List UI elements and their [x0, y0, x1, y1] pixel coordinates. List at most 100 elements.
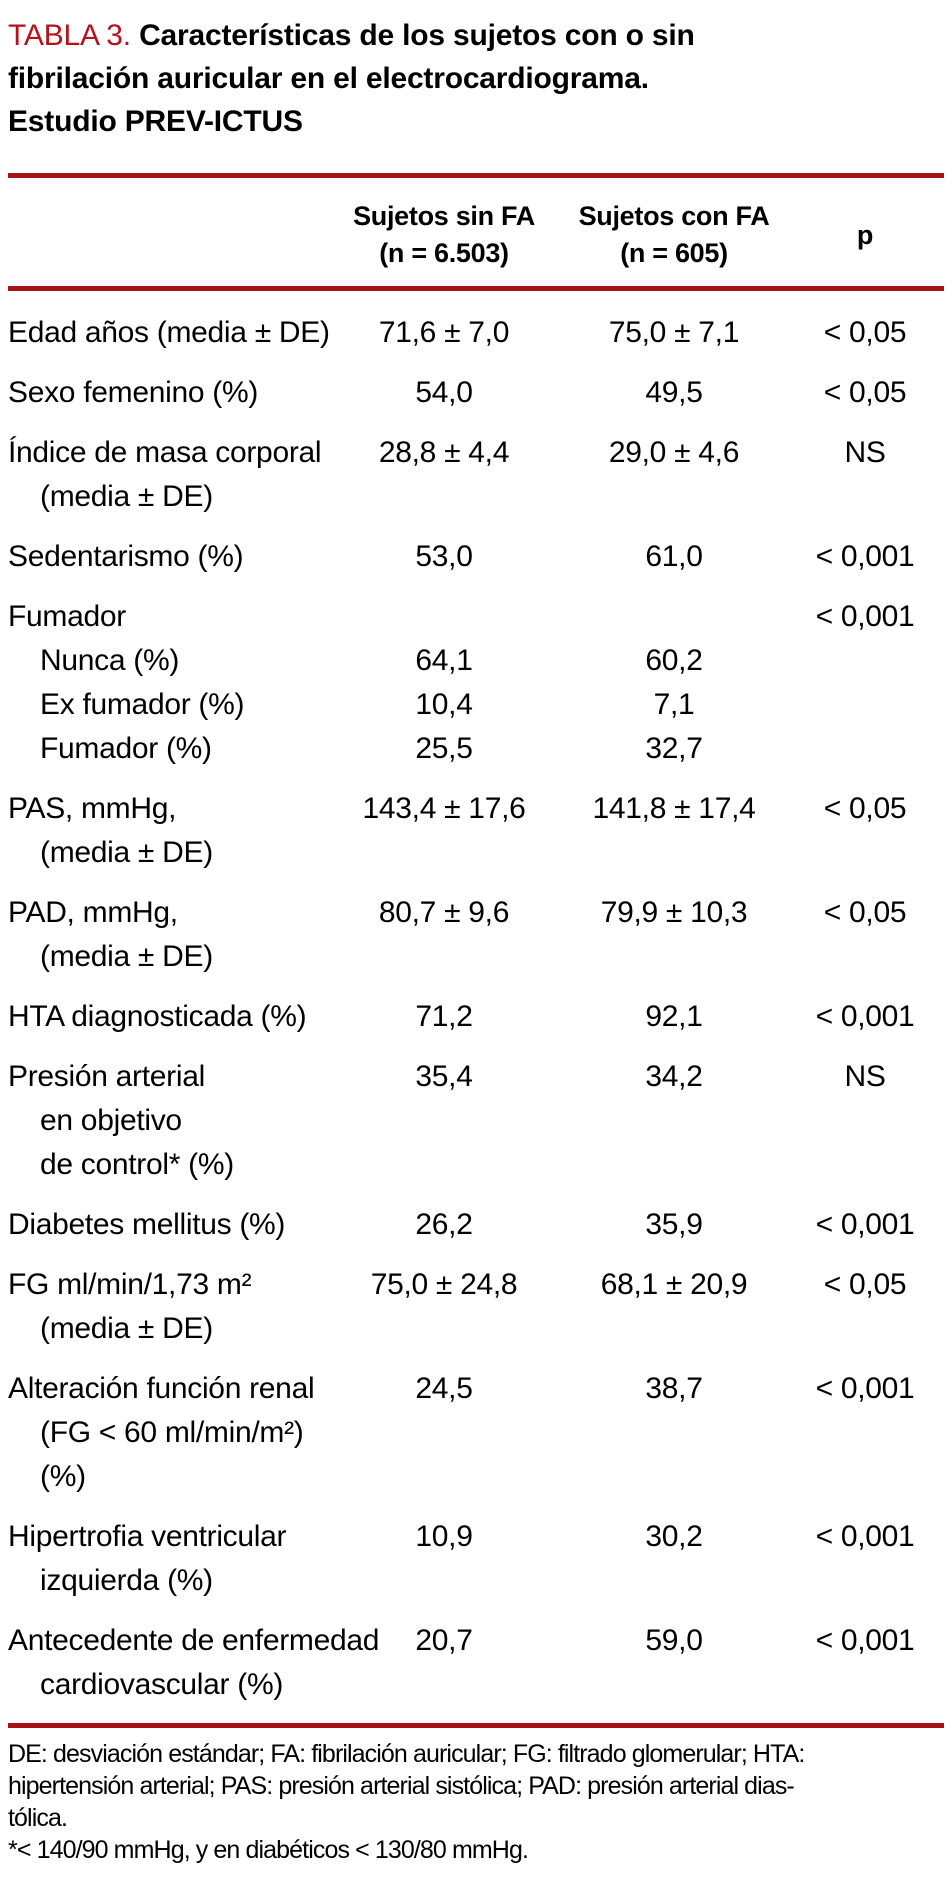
value-con-fa: 7,1 — [653, 688, 695, 721]
footnote-line: *< 140/90 mmHg, y en diabéticos < 130/80… — [8, 1836, 529, 1864]
row-label: Diabetes mellitus (%) — [8, 1203, 326, 1247]
table-title-line3: Estudio PREV-ICTUS — [8, 105, 303, 138]
value-p: < 0,05 — [823, 376, 907, 409]
table-row: HTA diagnosticada (%) 71,2 92,1 < 0,001 — [8, 995, 944, 1039]
header-rule-divider — [8, 286, 944, 291]
value-con-fa: 79,9 ± 10,3 — [600, 896, 748, 929]
value-p: < 0,001 — [815, 600, 915, 633]
row-label: Hipertrofia ventricular izquierda (%) — [8, 1515, 326, 1603]
table-row: Alteración función renal (FG < 60 ml/min/… — [8, 1367, 944, 1499]
value-p: < 0,05 — [823, 792, 907, 825]
value-con-fa: 141,8 ± 17,4 — [592, 792, 756, 825]
table-footnotes: DE: desviación estándar; FA: fibrilación… — [8, 1728, 944, 1866]
row-label-line: Sedentarismo (%) — [8, 540, 244, 573]
value-p: NS — [844, 436, 886, 469]
table-subrow: Nunca (%) 64,1 60,2 — [8, 639, 944, 683]
table-row: Diabetes mellitus (%) 26,2 35,9 < 0,001 — [8, 1203, 944, 1247]
row-label-line: (FG < 60 ml/min/m²) — [40, 1416, 304, 1449]
value-con-fa: 92,1 — [645, 1000, 703, 1033]
value-p: < 0,05 — [823, 896, 907, 929]
footnote-line: DE: desviación estándar; FA: fibrilación… — [8, 1740, 805, 1768]
value-p: < 0,05 — [823, 1268, 907, 1301]
row-label-line: Antecedente de enfermedad — [8, 1624, 380, 1657]
table-subrow: Ex fumador (%) 10,4 7,1 — [8, 683, 944, 727]
table-row: Presión arterial en objetivo de control* (… — [8, 1055, 944, 1187]
value-con-fa: 68,1 ± 20,9 — [600, 1268, 748, 1301]
table-row: Hipertrofia ventricular izquierda (%) 10,9… — [8, 1515, 944, 1603]
table-row: Edad años (media ± DE) 71,6 ± 7,0 75,0 ± 7… — [8, 311, 944, 355]
row-label: HTA diagnosticada (%) — [8, 995, 326, 1039]
row-label: Alteración función renal (FG < 60 ml/min/… — [8, 1367, 326, 1499]
row-label-line: Fumador — [8, 600, 126, 633]
value-con-fa: 30,2 — [645, 1520, 703, 1553]
value-con-fa: 29,0 ± 4,6 — [608, 436, 740, 469]
value-sin-fa: 26,2 — [415, 1208, 473, 1241]
value-p: < 0,001 — [815, 1208, 915, 1241]
row-label: Sexo femenino (%) — [8, 371, 326, 415]
value-con-fa: 75,0 ± 7,1 — [608, 316, 740, 349]
row-label-line: HTA diagnosticada (%) — [8, 1000, 307, 1033]
row-label: Presión arterial en objetivo de control* (… — [8, 1055, 326, 1187]
table-title-text: Características de los sujetos con o sin — [139, 19, 695, 52]
row-label: PAD, mmHg, (media ± DE) — [8, 891, 326, 979]
row-label-line: Índice de masa corporal — [8, 436, 322, 469]
value-sin-fa: 64,1 — [415, 644, 473, 677]
row-label-line: Alteración función renal — [8, 1372, 315, 1405]
header-col-con-fa: Sujetos con FA (n = 605) — [578, 201, 770, 268]
row-label: Fumador — [8, 595, 326, 639]
bottom-rule-divider — [8, 1723, 944, 1728]
subrow-label: Ex fumador (%) — [40, 688, 245, 721]
header-col-p: p — [856, 219, 874, 250]
row-label: Índice de masa corporal (media ± DE) — [8, 431, 326, 519]
row-label-line: cardiovascular (%) — [40, 1668, 284, 1701]
value-sin-fa: 10,4 — [415, 688, 473, 721]
value-sin-fa: 10,9 — [415, 1520, 473, 1553]
table-subrow: Fumador (%) 25,5 32,7 — [8, 727, 944, 771]
row-label-line: FG ml/min/1,73 m² — [8, 1268, 252, 1301]
row-label-line: en objetivo — [40, 1104, 182, 1137]
table-body: Edad años (media ± DE) 71,6 ± 7,0 75,0 ± 7… — [8, 291, 944, 1707]
value-sin-fa: 24,5 — [415, 1372, 473, 1405]
table-title-line2: fibrilación auricular en el electrocardi… — [8, 62, 649, 95]
row-label-line: (media ± DE) — [40, 836, 213, 869]
table-row: Sexo femenino (%) 54,0 49,5 < 0,05 — [8, 371, 944, 415]
subrow-label: Nunca (%) — [40, 644, 180, 677]
value-p: < 0,001 — [815, 1372, 915, 1405]
row-label-line: (media ± DE) — [40, 480, 213, 513]
table-row: Sedentarismo (%) 53,0 61,0 < 0,001 — [8, 535, 944, 579]
row-label-line: PAD, mmHg, — [8, 896, 178, 929]
value-con-fa: 61,0 — [645, 540, 703, 573]
value-con-fa: 38,7 — [645, 1372, 703, 1405]
table-row: PAD, mmHg, (media ± DE) 80,7 ± 9,6 79,9 ± 1… — [8, 891, 944, 979]
value-sin-fa: 71,2 — [415, 1000, 473, 1033]
value-sin-fa: 25,5 — [415, 732, 473, 765]
table-title: TABLA 3. Características de los sujetos … — [8, 14, 944, 143]
row-label-line: de control* (%) — [40, 1148, 234, 1181]
row-label: FG ml/min/1,73 m² (media ± DE) — [8, 1263, 326, 1351]
footnote-line: tólica. — [8, 1804, 68, 1832]
row-label-line: Diabetes mellitus (%) — [8, 1208, 286, 1241]
row-label: Edad años (media ± DE) — [8, 311, 330, 355]
value-p: < 0,001 — [815, 1000, 915, 1033]
row-label: PAS, mmHg, (media ± DE) — [8, 787, 326, 875]
value-sin-fa: 28,8 ± 4,4 — [378, 436, 510, 469]
value-p: < 0,05 — [823, 316, 907, 349]
table-row: Fumador < 0,001 — [8, 595, 944, 639]
value-p: NS — [844, 1060, 886, 1093]
value-sin-fa: 35,4 — [415, 1060, 473, 1093]
value-con-fa: 60,2 — [645, 644, 703, 677]
value-sin-fa: 54,0 — [415, 376, 473, 409]
value-p: < 0,001 — [815, 540, 915, 573]
table-number-label: TABLA 3. — [8, 19, 131, 52]
row-label-line: izquierda (%) — [40, 1564, 213, 1597]
row-label-line: (media ± DE) — [40, 1312, 213, 1345]
value-sin-fa: 80,7 ± 9,6 — [378, 896, 510, 929]
table-row: FG ml/min/1,73 m² (media ± DE) 75,0 ± 24,8… — [8, 1263, 944, 1351]
value-con-fa: 34,2 — [645, 1060, 703, 1093]
value-sin-fa: 20,7 — [415, 1624, 473, 1657]
table-row: PAS, mmHg, (media ± DE) 143,4 ± 17,6 141,8 … — [8, 787, 944, 875]
value-sin-fa: 75,0 ± 24,8 — [370, 1268, 518, 1301]
value-con-fa: 35,9 — [645, 1208, 703, 1241]
table-header-row: Sujetos sin FA (n = 6.503) Sujetos con F… — [8, 178, 944, 286]
